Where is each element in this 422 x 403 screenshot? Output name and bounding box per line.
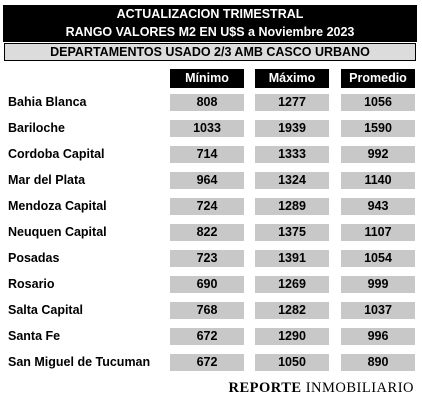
row-label: San Miguel de Tucuman: [8, 355, 151, 369]
cell-minimo: 822: [170, 224, 244, 241]
cell-maximo: 1277: [255, 94, 329, 111]
cell-maximo: 1290: [255, 328, 329, 345]
row-label: Mar del Plata: [8, 173, 86, 187]
row-label: Santa Fe: [8, 329, 61, 343]
cell-maximo: 1289: [255, 198, 329, 215]
row-label: Rosario: [8, 277, 55, 291]
cell-promedio: 999: [341, 276, 415, 293]
cell-promedio: 1054: [341, 250, 415, 267]
brand-rest: INMOBILIARIO: [301, 380, 414, 396]
cell-promedio: 1056: [341, 94, 415, 111]
cell-minimo: 672: [170, 328, 244, 345]
row-label: Salta Capital: [8, 303, 84, 317]
brand-strong: REPORTE: [228, 380, 302, 396]
row-label: Bariloche: [8, 121, 65, 135]
row-label: Neuquen Capital: [8, 225, 107, 239]
cell-minimo: 724: [170, 198, 244, 215]
cell-maximo: 1939: [255, 120, 329, 137]
cell-maximo: 1324: [255, 172, 329, 189]
cell-maximo: 1269: [255, 276, 329, 293]
cell-maximo: 1375: [255, 224, 329, 241]
column-header-promedio: Promedio: [341, 69, 415, 88]
cell-promedio: 1590: [341, 120, 415, 137]
cell-promedio: 1140: [341, 172, 415, 189]
cell-maximo: 1333: [255, 146, 329, 163]
cell-minimo: 723: [170, 250, 244, 267]
row-label: Mendoza Capital: [8, 199, 107, 213]
cell-promedio: 992: [341, 146, 415, 163]
cell-maximo: 1282: [255, 302, 329, 319]
cell-promedio: 996: [341, 328, 415, 345]
cell-minimo: 808: [170, 94, 244, 111]
cell-promedio: 1037: [341, 302, 415, 319]
table-subheader: DEPARTAMENTOS USADO 2/3 AMB CASCO URBANO: [4, 43, 416, 61]
brand-logo: REPORTE INMOBILIARIO: [228, 380, 414, 397]
cell-maximo: 1391: [255, 250, 329, 267]
cell-promedio: 1107: [341, 224, 415, 241]
column-header-maximo: Máximo: [255, 69, 329, 88]
cell-promedio: 943: [341, 198, 415, 215]
cell-minimo: 1033: [170, 120, 244, 137]
header-title: ACTUALIZACION TRIMESTRAL: [116, 7, 304, 21]
cell-minimo: 964: [170, 172, 244, 189]
cell-maximo: 1050: [255, 354, 329, 371]
report-header: ACTUALIZACION TRIMESTRAL RANGO VALORES M…: [3, 5, 417, 42]
cell-minimo: 714: [170, 146, 244, 163]
header-subtitle: RANGO VALORES M2 EN U$S a Noviembre 2023: [65, 25, 355, 39]
row-label: Posadas: [8, 251, 60, 265]
column-header-minimo: Mínimo: [170, 69, 244, 88]
row-label: Cordoba Capital: [8, 147, 105, 161]
cell-minimo: 768: [170, 302, 244, 319]
cell-minimo: 690: [170, 276, 244, 293]
cell-minimo: 672: [170, 354, 244, 371]
cell-promedio: 890: [341, 354, 415, 371]
row-label: Bahia Blanca: [8, 95, 87, 109]
